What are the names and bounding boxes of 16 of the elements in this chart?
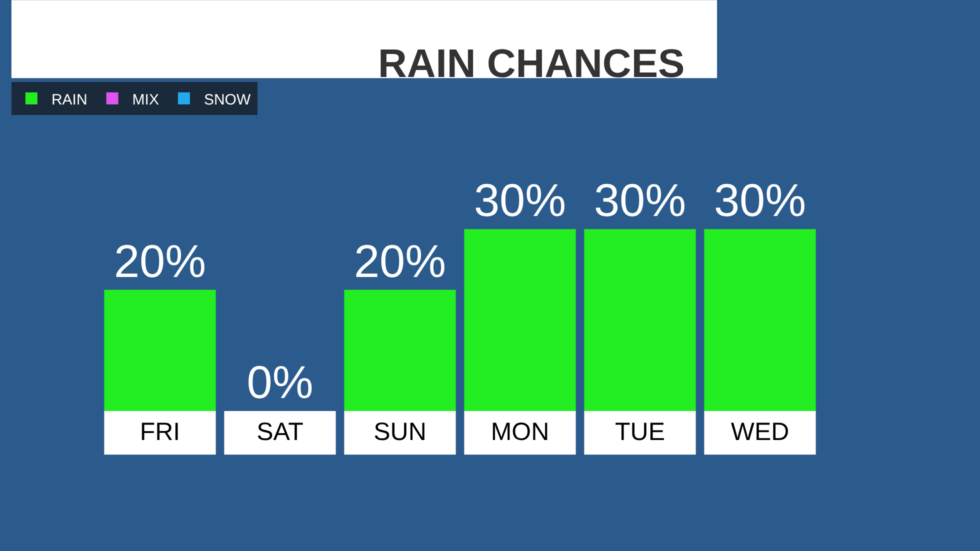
data-label: 20% [354, 234, 446, 287]
x-tick-label: SAT [256, 418, 304, 446]
data-label: 20% [114, 234, 206, 287]
legend-label: SNOW [204, 91, 252, 108]
legend-label: RAIN [51, 91, 88, 108]
data-label: 0% [246, 356, 314, 408]
data-label: 30% [474, 174, 566, 226]
chart-title: RAIN CHANCES [378, 42, 685, 86]
x-tick-label: FRI [140, 418, 180, 446]
data-label: 30% [594, 174, 686, 226]
data-label: 30% [714, 174, 806, 226]
x-tick-label: WED [730, 418, 790, 446]
x-tick-label: TUE [615, 418, 665, 446]
x-tick-label: SUN [374, 418, 426, 446]
legend-label: MIX [132, 91, 159, 108]
x-tick-label: MON [490, 418, 550, 446]
